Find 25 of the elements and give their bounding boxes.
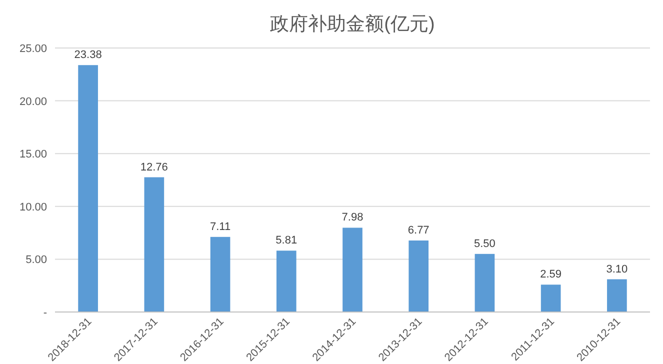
bar (540, 284, 561, 312)
bar (408, 240, 429, 312)
y-tick-label: 5.00 (26, 254, 47, 266)
bar (342, 228, 362, 312)
data-label: 3.10 (606, 263, 628, 276)
data-label: 7.98 (342, 212, 364, 224)
data-label: 7.11 (210, 220, 231, 233)
data-label: 6.77 (408, 224, 430, 237)
data-label: 5.81 (276, 234, 298, 247)
data-label: 23.38 (74, 49, 102, 62)
y-tick-label: 15.00 (19, 148, 47, 161)
data-label: 12.76 (140, 161, 168, 174)
bar (78, 65, 98, 312)
bar (210, 236, 230, 312)
y-tick-label: 20.00 (19, 96, 47, 108)
y-tick-label: - (43, 307, 48, 319)
bar (276, 250, 296, 312)
chart-title: 政府补助金额(亿元) (270, 13, 435, 35)
data-label: 5.50 (474, 238, 496, 250)
bar (607, 279, 627, 312)
bar (474, 254, 495, 312)
data-label: 2.59 (540, 268, 562, 281)
y-tick-label: 25.00 (19, 43, 47, 55)
bar (144, 177, 164, 312)
y-tick-label: 10.00 (19, 201, 47, 214)
